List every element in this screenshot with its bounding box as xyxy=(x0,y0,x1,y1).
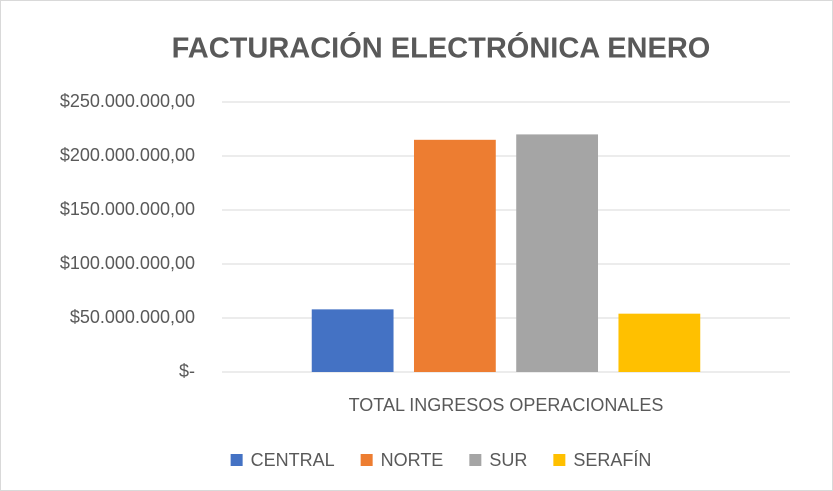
chart-title: FACTURACIÓN ELECTRÓNICA ENERO xyxy=(172,31,711,65)
y-tick-label: $250.000.000,00 xyxy=(60,91,195,111)
bar xyxy=(516,134,599,372)
legend-label: SERAFÍN xyxy=(573,450,651,470)
legend-swatch xyxy=(360,454,373,466)
y-tick-label: $100.000.000,00 xyxy=(60,253,195,273)
legend-label: SUR xyxy=(489,450,527,470)
legend-swatch xyxy=(553,454,566,466)
y-tick-label: $- xyxy=(179,361,195,381)
y-tick-label: $50.000.000,00 xyxy=(70,307,195,327)
bar xyxy=(618,313,701,372)
legend-swatch xyxy=(230,454,243,466)
legend-swatch xyxy=(469,454,482,466)
y-tick-label: $200.000.000,00 xyxy=(60,145,195,165)
legend-label: CENTRAL xyxy=(251,450,335,470)
y-tick-label: $150.000.000,00 xyxy=(60,199,195,219)
bar xyxy=(413,139,496,372)
legend-label: NORTE xyxy=(381,450,444,470)
bar xyxy=(311,309,394,372)
x-tick-label: TOTAL INGRESOS OPERACIONALES xyxy=(349,395,664,415)
